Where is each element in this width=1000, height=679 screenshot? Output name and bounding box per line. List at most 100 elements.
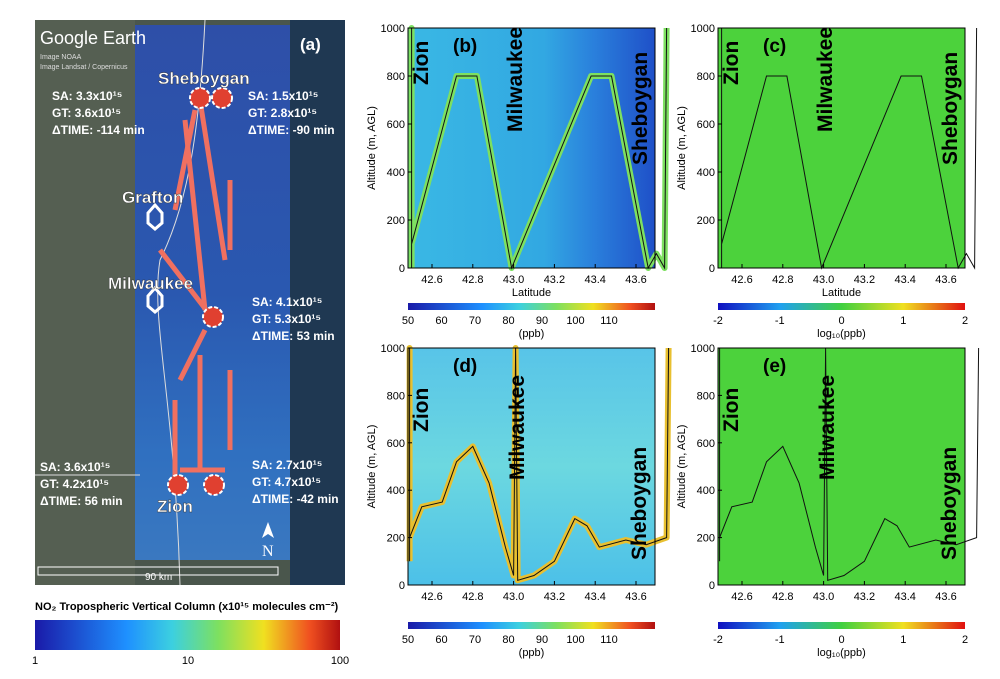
x-tick-label: 43.2 bbox=[544, 274, 565, 286]
annotation: ΔTIME: -114 min bbox=[52, 123, 145, 137]
lake bbox=[290, 20, 345, 585]
city-label: Milwaukee bbox=[816, 375, 839, 480]
annotation: SA: 3.3x10¹⁵ bbox=[52, 89, 122, 103]
city: Grafton bbox=[122, 188, 183, 207]
annotation: SA: 2.7x10¹⁵ bbox=[252, 458, 322, 472]
colorbar-tick: 0 bbox=[838, 315, 844, 327]
colorbar-tick: 1 bbox=[900, 634, 906, 646]
x-tick-label: 42.6 bbox=[731, 274, 752, 286]
x-axis-label: Latitude bbox=[512, 287, 551, 299]
y-tick-label: 1000 bbox=[691, 23, 715, 35]
arrows bbox=[158, 99, 233, 480]
colorbar-tick: 1 bbox=[900, 315, 906, 327]
x-tick-label: 43.2 bbox=[854, 274, 875, 286]
y-axis-label: Altitude (m, AGL) bbox=[676, 106, 688, 190]
sites bbox=[167, 87, 233, 496]
x-tick-label: 43.4 bbox=[584, 591, 605, 603]
colorbar-tick: 1 bbox=[32, 655, 38, 667]
annotation: ΔTIME: 53 min bbox=[252, 329, 335, 343]
city-label: Zion bbox=[410, 41, 433, 85]
annotation: SA: 3.6x10¹⁵ bbox=[40, 460, 110, 474]
colorbar-title: NO₂ Tropospheric Vertical Column (x10¹⁵ … bbox=[35, 601, 338, 613]
credit: Image Landsat / Copernicus bbox=[40, 64, 128, 71]
shore bbox=[157, 19, 206, 586]
colorbar-tick: 50 bbox=[402, 315, 414, 327]
colorbar-label: log₁₀(ppb) bbox=[817, 328, 866, 340]
city-label: Milwaukee bbox=[504, 27, 527, 132]
city: Zion bbox=[157, 497, 193, 516]
scale-label: 90 km bbox=[145, 572, 172, 583]
colorbar-tick: 70 bbox=[469, 634, 481, 646]
x-tick-label: 42.8 bbox=[772, 274, 793, 286]
frame bbox=[407, 27, 656, 269]
colorbar-tick: 110 bbox=[600, 634, 618, 646]
colorbar bbox=[35, 620, 340, 650]
x-tick-label: 43.0 bbox=[813, 274, 834, 286]
x-tick-label: 43.2 bbox=[544, 591, 565, 603]
panel-label: (e) bbox=[763, 356, 786, 377]
x-tick-label: 42.6 bbox=[421, 591, 442, 603]
x-tick-label: 43.0 bbox=[503, 591, 524, 603]
plot-area bbox=[718, 28, 965, 268]
x-tick-label: 43.4 bbox=[894, 274, 915, 286]
y-tick-label: 1000 bbox=[691, 343, 715, 355]
scale-bar bbox=[37, 566, 279, 576]
hexagon bbox=[146, 202, 164, 231]
colorbar-tick: 60 bbox=[435, 634, 447, 646]
city: Sheboygan bbox=[158, 69, 250, 88]
y-tick-label: 400 bbox=[387, 485, 405, 497]
panel-label: (b) bbox=[453, 36, 477, 57]
y-tick-label: 0 bbox=[399, 263, 405, 275]
colorbar-tick: -1 bbox=[775, 634, 785, 646]
x-tick-label: 42.8 bbox=[462, 591, 483, 603]
plot-area bbox=[408, 28, 655, 268]
track bbox=[411, 27, 668, 270]
annotation: SA: 1.5x10¹⁵ bbox=[248, 89, 318, 103]
x-tick-label: 43.6 bbox=[935, 274, 956, 286]
colorbar-tick: 80 bbox=[502, 315, 514, 327]
y-tick-label: 600 bbox=[387, 119, 405, 131]
colorbar-tick: -2 bbox=[713, 634, 723, 646]
land bbox=[35, 20, 135, 585]
x-tick-label: 43.6 bbox=[625, 274, 646, 286]
north: N bbox=[262, 543, 274, 560]
y-tick-label: 800 bbox=[387, 71, 405, 83]
colorbar-tick: 100 bbox=[566, 634, 584, 646]
x-tick-label: 43.4 bbox=[584, 274, 605, 286]
city-label: Sheboygan bbox=[628, 447, 651, 560]
city: Milwaukee bbox=[108, 274, 193, 293]
colorbar bbox=[718, 622, 965, 629]
credit: Image NOAA bbox=[40, 54, 82, 61]
y-axis-label: Altitude (m, AGL) bbox=[676, 425, 688, 509]
annotation: ΔTIME: -90 min bbox=[248, 123, 335, 137]
y-tick-label: 400 bbox=[697, 485, 715, 497]
colorbar-tick: 2 bbox=[962, 315, 968, 327]
annotation: SA: 4.1x10¹⁵ bbox=[252, 295, 322, 309]
city-label: Milwaukee bbox=[506, 375, 529, 480]
x-tick-label: 43.0 bbox=[813, 591, 834, 603]
colorbar-tick: 90 bbox=[536, 315, 548, 327]
frame bbox=[717, 27, 966, 269]
annotation: ΔTIME: -42 min bbox=[252, 492, 339, 506]
hexagon bbox=[146, 285, 164, 314]
y-axis-label: Altitude (m, AGL) bbox=[366, 425, 378, 509]
x-tick-label: 42.8 bbox=[462, 274, 483, 286]
colorbar-tick: 60 bbox=[435, 315, 447, 327]
plot-area bbox=[718, 348, 965, 585]
annotation: GT: 3.6x10¹⁵ bbox=[52, 106, 121, 120]
city-label: Milwaukee bbox=[814, 27, 837, 132]
y-tick-label: 200 bbox=[697, 215, 715, 227]
y-tick-label: 600 bbox=[697, 119, 715, 131]
panel-label: (c) bbox=[763, 36, 786, 57]
y-axis-label: Altitude (m, AGL) bbox=[366, 106, 378, 190]
colorbar-tick: -1 bbox=[775, 315, 785, 327]
colorbar-tick: 90 bbox=[536, 634, 548, 646]
x-tick-label: 43.0 bbox=[503, 274, 524, 286]
colorbar-tick: 100 bbox=[566, 315, 584, 327]
annotation: GT: 2.8x10¹⁵ bbox=[248, 106, 317, 120]
annotation: GT: 4.2x10¹⁵ bbox=[40, 477, 109, 491]
colorbar-tick: 80 bbox=[502, 634, 514, 646]
y-tick-label: 0 bbox=[709, 263, 715, 275]
colorbar-tick: 50 bbox=[402, 634, 414, 646]
